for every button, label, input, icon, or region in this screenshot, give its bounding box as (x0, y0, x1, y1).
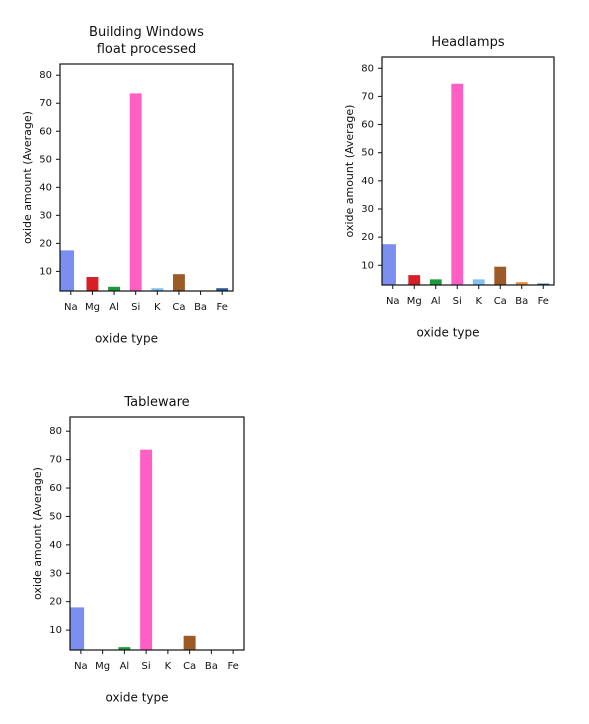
x-tick-label: Na (74, 661, 88, 672)
bar (140, 449, 153, 650)
y-tick-label: 80 (49, 426, 62, 437)
x-tick-label: Ba (515, 296, 528, 307)
chart-title: Building Windows float processed (89, 25, 204, 57)
x-tick-label: Mg (95, 661, 110, 672)
y-tick-label: 20 (49, 597, 62, 608)
y-axis-label: oxide amount (Average) (31, 467, 44, 600)
y-tick-label: 10 (39, 266, 52, 277)
x-tick-label: Fe (538, 296, 549, 307)
x-tick-label: Ca (172, 302, 185, 313)
y-tick-label: 10 (361, 260, 374, 271)
bar (451, 83, 464, 285)
bar (183, 635, 196, 650)
chart-title: Tableware (124, 395, 190, 410)
x-tick-label: Na (64, 302, 78, 313)
plot-frame (381, 56, 555, 286)
y-tick-label: 40 (39, 182, 52, 193)
x-axis-label: oxide type (416, 326, 479, 340)
x-tick-label: Ba (194, 302, 207, 313)
bar (408, 275, 421, 285)
y-tick-label: 60 (49, 483, 62, 494)
y-tick-label: 50 (49, 511, 62, 522)
bar (60, 250, 75, 291)
bar (472, 279, 485, 285)
x-tick-label: Fe (227, 661, 238, 672)
x-axis-label: oxide type (105, 691, 168, 705)
x-tick-label: K (165, 661, 172, 672)
x-tick-label: Mg (85, 302, 100, 313)
x-tick-label: Al (109, 302, 119, 313)
bar (172, 274, 185, 291)
bar (151, 288, 164, 291)
y-tick-label: 80 (39, 70, 52, 81)
plot-frame (59, 63, 234, 292)
chart-title: Headlamps (431, 35, 505, 50)
bar (429, 279, 442, 285)
y-tick-label: 70 (39, 98, 52, 109)
y-tick-label: 60 (361, 120, 374, 131)
bar (494, 266, 507, 285)
y-tick-label: 30 (49, 568, 62, 579)
bar (118, 647, 131, 650)
x-tick-label: Si (142, 661, 151, 672)
x-tick-label: Al (431, 296, 441, 307)
y-tick-label: 10 (49, 625, 62, 636)
y-tick-label: 70 (49, 455, 62, 466)
y-tick-label: 20 (361, 232, 374, 243)
y-tick-label: 20 (39, 238, 52, 249)
x-tick-label: Al (120, 661, 130, 672)
bar (515, 282, 528, 285)
y-axis-label: oxide amount (Average) (21, 111, 34, 244)
x-tick-label: Si (453, 296, 462, 307)
y-tick-label: 50 (39, 154, 52, 165)
y-tick-label: 30 (39, 210, 52, 221)
bar (86, 276, 99, 291)
x-axis-label: oxide type (95, 332, 158, 346)
plot-frame (69, 416, 245, 651)
y-tick-label: 40 (49, 540, 62, 551)
y-tick-label: 40 (361, 176, 374, 187)
x-tick-label: Ca (494, 296, 507, 307)
x-tick-label: K (154, 302, 161, 313)
x-tick-label: Ba (205, 661, 218, 672)
x-tick-label: Ca (183, 661, 196, 672)
y-tick-label: 70 (361, 91, 374, 102)
x-tick-label: Fe (217, 302, 228, 313)
bar (108, 286, 121, 291)
y-tick-label: 30 (361, 204, 374, 215)
y-tick-label: 50 (361, 148, 374, 159)
bar (382, 244, 396, 285)
y-tick-label: 60 (39, 126, 52, 137)
x-tick-label: Mg (407, 296, 422, 307)
y-tick-label: 80 (361, 63, 374, 74)
x-tick-label: Si (131, 302, 140, 313)
bar (129, 93, 142, 291)
bar (70, 607, 85, 650)
x-tick-label: K (475, 296, 482, 307)
y-axis-label: oxide amount (Average) (343, 105, 356, 238)
bar (537, 283, 550, 285)
x-tick-label: Na (386, 296, 400, 307)
bar (216, 288, 229, 291)
